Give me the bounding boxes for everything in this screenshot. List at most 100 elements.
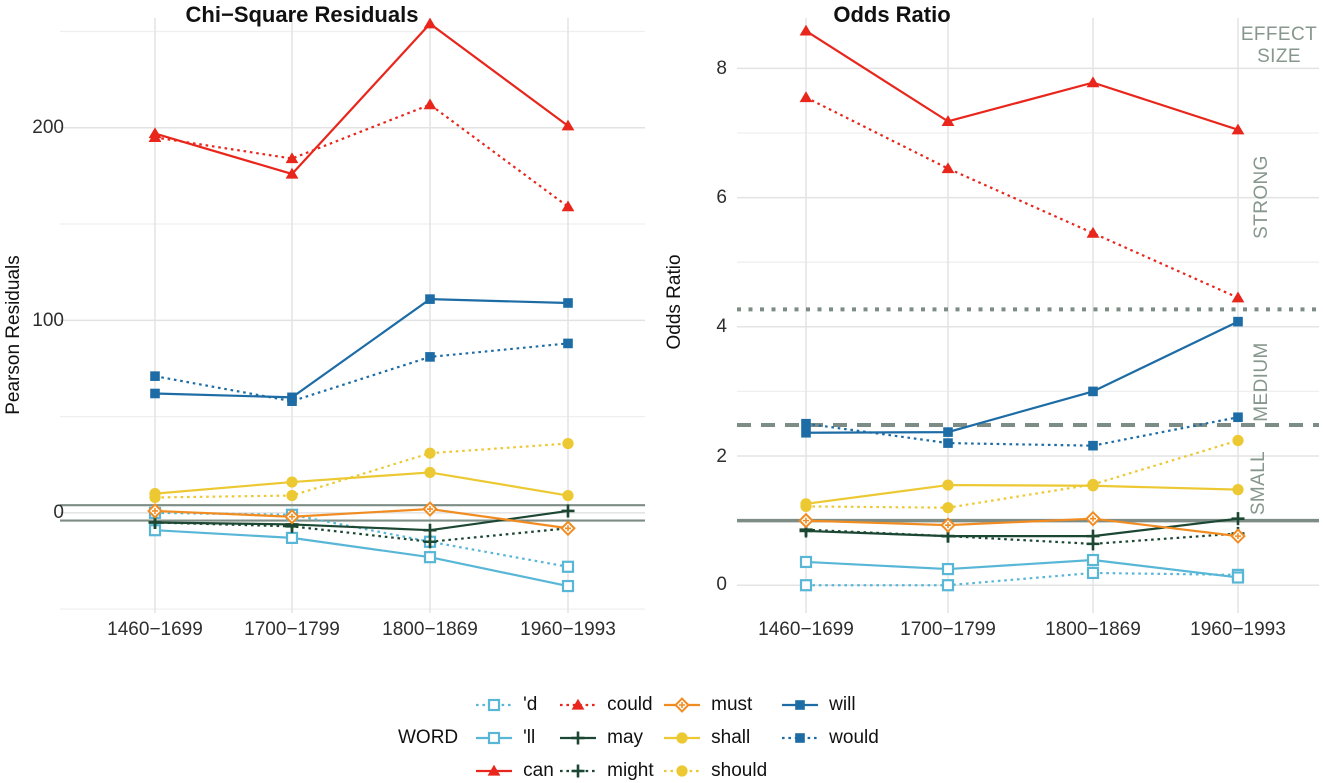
line-'d <box>806 571 1239 587</box>
marker-shall <box>562 489 574 502</box>
legend-key-can <box>476 764 513 776</box>
marker-will <box>150 388 160 399</box>
left-y-tick-200: 200 <box>32 117 64 138</box>
marker-shall <box>1232 484 1244 496</box>
legend-key-should <box>664 764 701 777</box>
legend-item-must: must <box>662 688 780 721</box>
line-can <box>154 22 569 176</box>
marker-might <box>571 764 585 777</box>
right-y-tick-0: 0 <box>716 574 727 595</box>
marker-will <box>795 699 805 710</box>
marker-shall <box>676 731 688 744</box>
marker-'d <box>799 579 813 592</box>
legend-label: 'll <box>523 726 536 748</box>
marker-will <box>943 427 953 437</box>
legend-label: can <box>523 759 554 781</box>
legend-label: might <box>607 759 654 781</box>
marker-'ll <box>423 551 437 564</box>
marker-should <box>286 489 298 502</box>
marker-'d <box>488 698 501 711</box>
marker-would <box>1233 412 1243 423</box>
marker-will <box>801 427 811 438</box>
marker-should <box>1232 434 1244 447</box>
right-x-tick-3: 1800−1869 <box>1045 619 1141 640</box>
marker-could <box>285 152 299 164</box>
marker-must <box>147 503 163 519</box>
line-would <box>154 342 569 403</box>
marker-may <box>1231 512 1245 526</box>
marker-should <box>942 502 954 514</box>
marker-must <box>284 508 300 525</box>
annotation-small: SMALL <box>1248 450 1269 516</box>
line-must <box>154 507 569 530</box>
legend-label: shall <box>711 726 751 748</box>
marker-shall <box>1087 480 1099 492</box>
marker-'ll <box>561 579 575 593</box>
marker-shall <box>286 476 298 488</box>
legend-item-could: could <box>558 688 662 721</box>
legend-columns: 'd 'll can could may <box>474 688 892 783</box>
legend-label: must <box>711 693 753 715</box>
right-y-axis-title: Odds Ratio <box>664 254 685 350</box>
marker-shall <box>800 498 812 510</box>
marker-would <box>795 732 805 743</box>
annotation-strong: STRONG <box>1251 155 1272 239</box>
marker-can <box>487 764 501 776</box>
legend-item-might: might <box>558 754 662 783</box>
marker-'ll <box>285 531 299 545</box>
marker-'ll <box>941 562 955 576</box>
line-'ll <box>805 558 1239 579</box>
legend-item-ll: 'll <box>474 721 558 754</box>
left-y-tick-100: 100 <box>32 310 64 331</box>
line-shall <box>154 471 569 497</box>
marker-would <box>1088 440 1098 451</box>
legend-label: may <box>607 726 644 748</box>
panel-odds-ratio <box>737 18 1319 613</box>
legend-key-could <box>560 698 597 710</box>
marker-may <box>1086 529 1100 543</box>
marker-shall <box>942 479 954 491</box>
legend-key-will <box>782 699 819 710</box>
marker-could <box>1086 226 1100 238</box>
legend-item-shall: shall <box>662 721 780 754</box>
marker-'ll <box>1086 553 1100 567</box>
marker-could <box>941 162 955 174</box>
right-x-tick-4: 1960−1993 <box>1190 619 1286 640</box>
marker-should <box>424 447 436 459</box>
right-x-tick-2: 1700−1799 <box>900 619 996 640</box>
marker-can <box>423 17 437 29</box>
chart-canvas <box>60 17 1319 613</box>
line-may <box>154 509 569 532</box>
legend-label: 'd <box>523 693 538 715</box>
line-will <box>805 320 1239 434</box>
line-could <box>805 96 1239 299</box>
marker-'d <box>561 560 575 573</box>
legend-key-may <box>560 731 597 744</box>
legend-item-d: 'd <box>474 688 558 721</box>
right-y-tick-6: 6 <box>716 187 727 208</box>
line-could <box>154 103 569 208</box>
marker-must <box>1230 528 1246 544</box>
marker-would <box>801 418 811 429</box>
left-y-axis-title: Pearson Residuals <box>3 255 24 415</box>
legend-key-must <box>664 696 701 713</box>
left-x-tick-4: 1960−1993 <box>520 619 616 640</box>
legend-item-may: may <box>558 721 662 754</box>
marker-can <box>1086 76 1100 88</box>
marker-may <box>561 504 575 518</box>
annotation-medium: MEDIUM <box>1251 342 1272 422</box>
marker-will <box>287 392 297 403</box>
marker-can <box>941 115 955 126</box>
line-will <box>154 298 569 399</box>
marker-shall <box>424 466 436 479</box>
marker-may <box>423 523 437 537</box>
marker-should <box>676 764 688 777</box>
marker-can <box>799 24 813 36</box>
marker-must <box>422 501 438 517</box>
marker-will <box>1233 316 1243 327</box>
line-'ll <box>154 529 569 588</box>
marker-'ll <box>488 731 501 744</box>
marker-would <box>563 338 573 349</box>
marker-should <box>562 437 574 450</box>
